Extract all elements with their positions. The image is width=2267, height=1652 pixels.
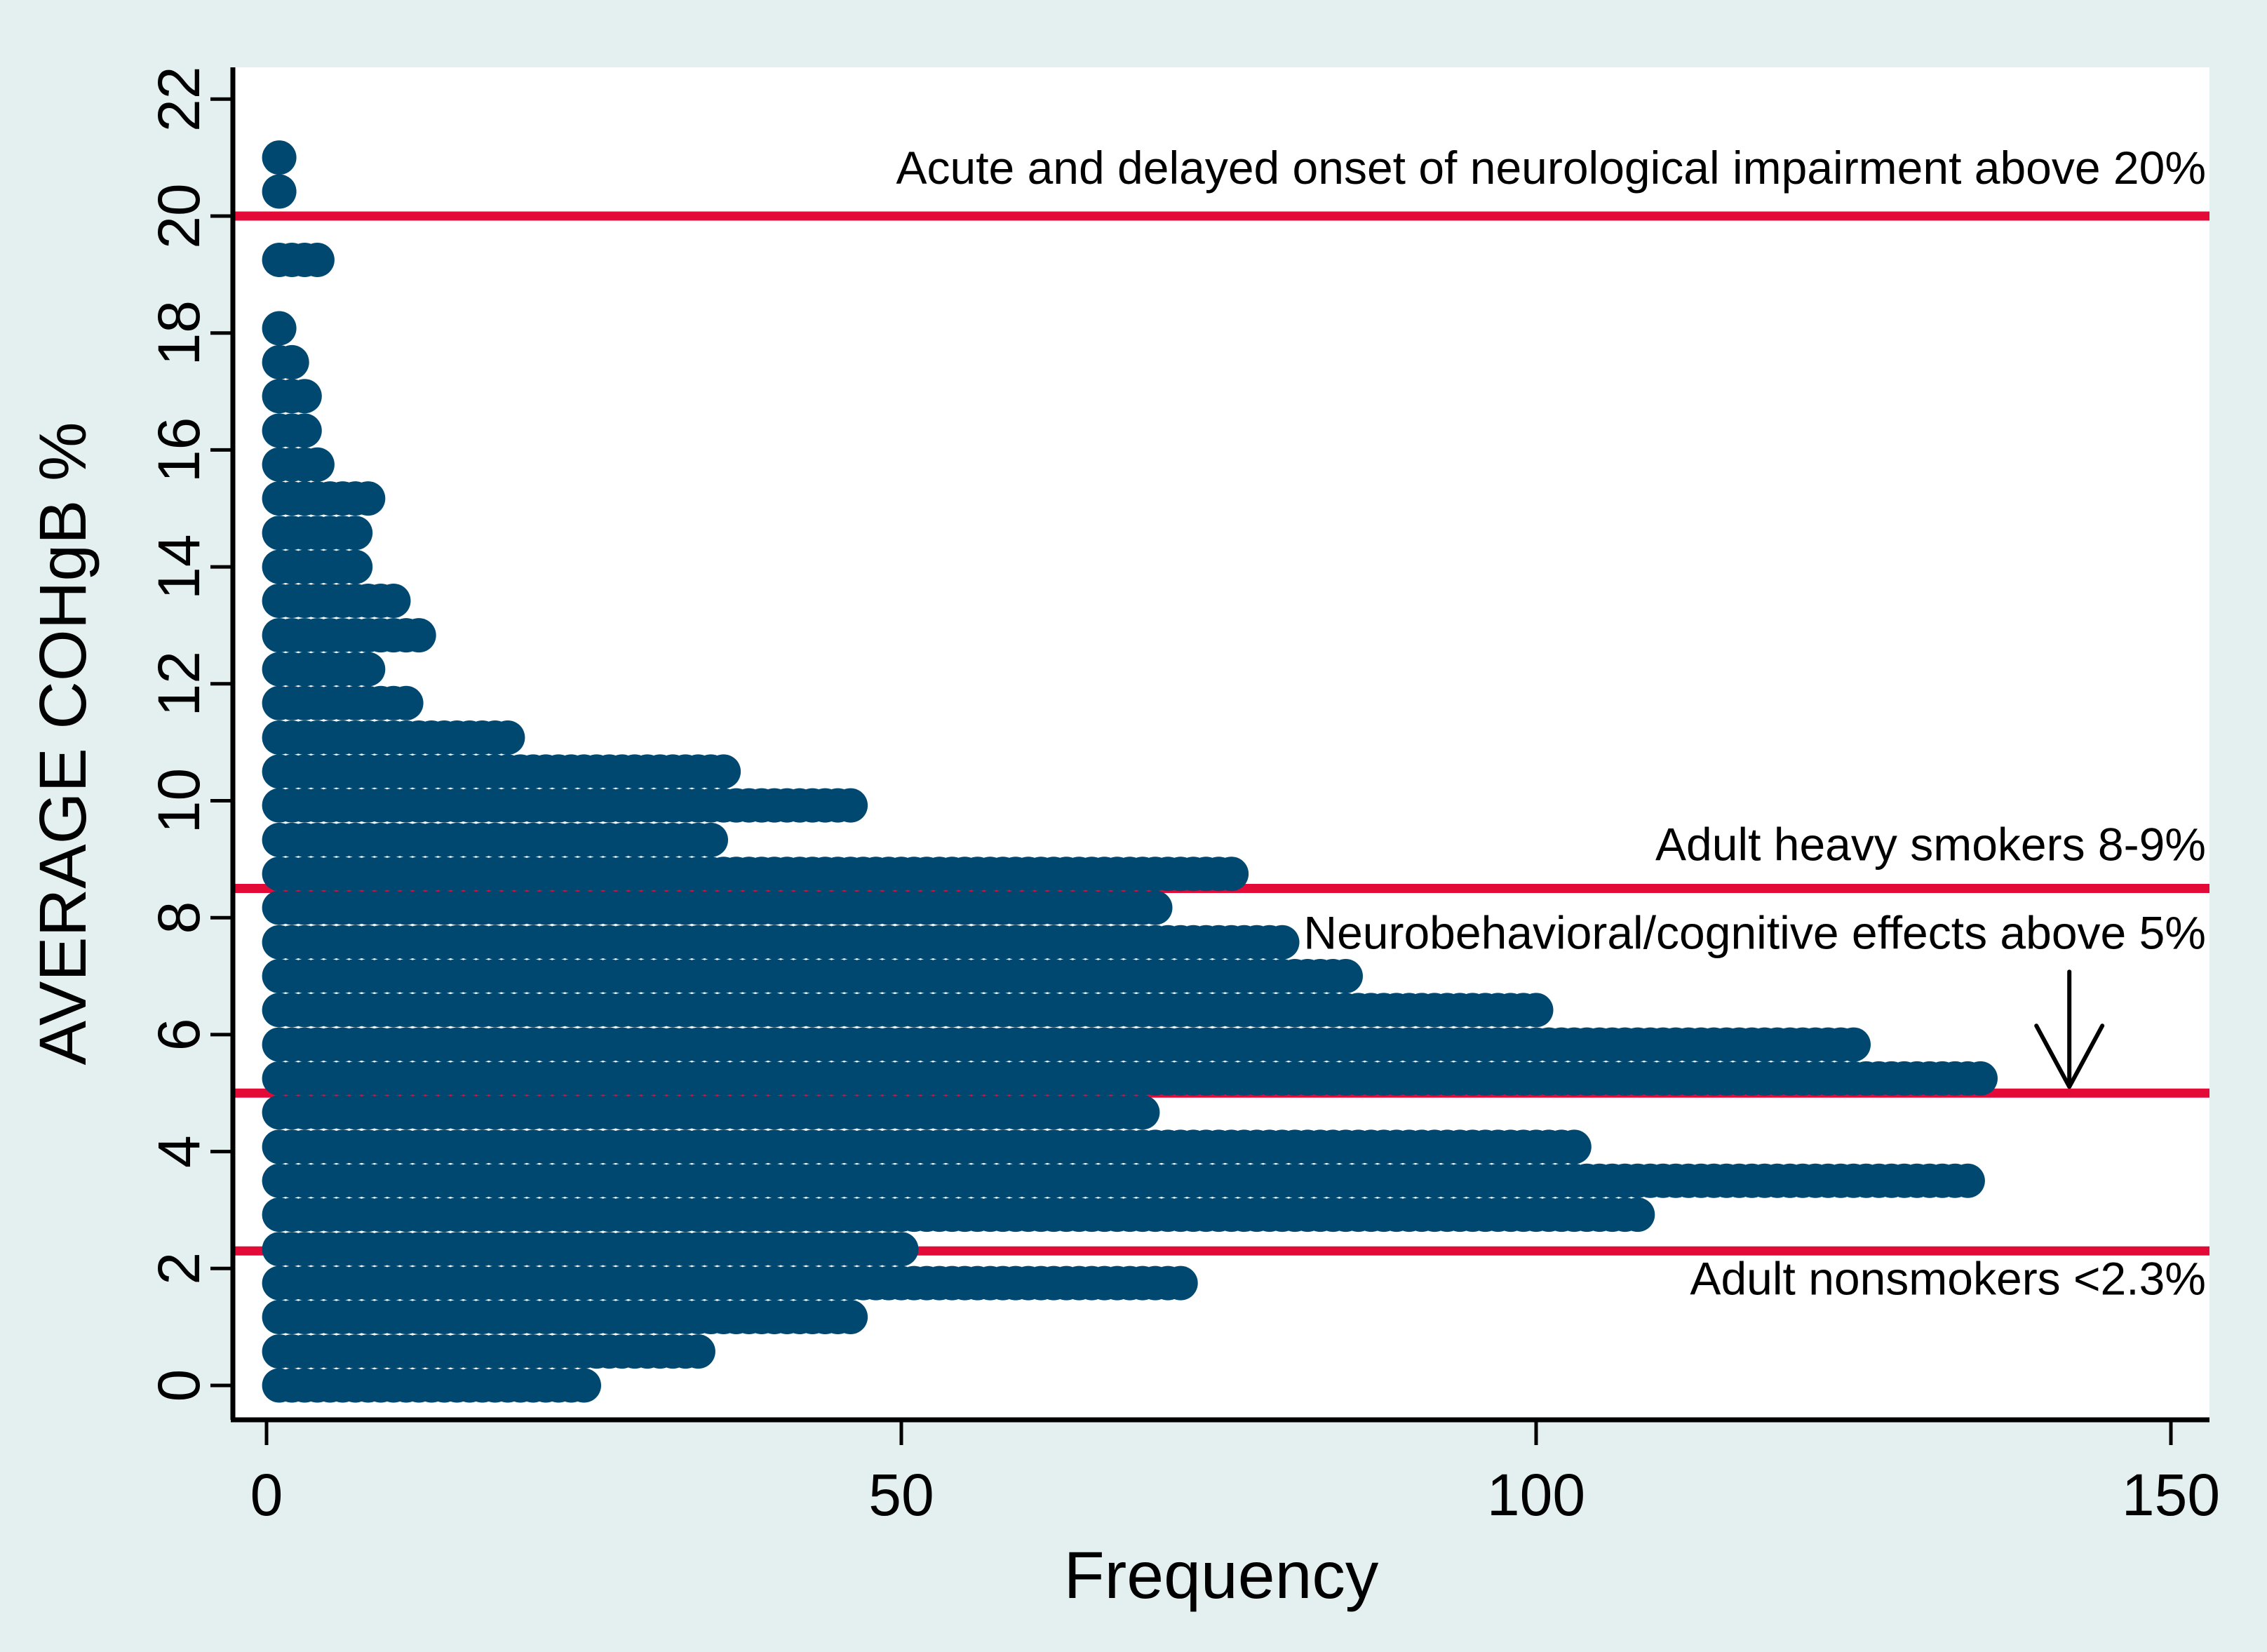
y-tick-label: 20 xyxy=(146,183,212,248)
dot-row xyxy=(262,788,868,823)
data-dot xyxy=(351,481,386,516)
dot-row xyxy=(262,959,1363,994)
y-tick-label: 22 xyxy=(146,67,212,132)
dot-row xyxy=(262,1061,1998,1096)
data-dot xyxy=(1265,925,1300,960)
data-dot xyxy=(262,174,297,209)
data-dot xyxy=(694,822,728,857)
y-tick-label: 16 xyxy=(146,417,212,483)
x-tick-label: 100 xyxy=(1487,1462,1585,1528)
data-dot xyxy=(1328,959,1363,994)
data-dot xyxy=(401,618,436,653)
data-dot xyxy=(1963,1061,1998,1096)
data-dot xyxy=(490,720,525,755)
dot-row xyxy=(262,583,411,618)
data-dot xyxy=(300,447,335,482)
dot-row xyxy=(262,1027,1871,1062)
dot-row xyxy=(262,1368,601,1403)
reference-line-label: Adult heavy smokers 8-9% xyxy=(1655,819,2206,871)
dot-row xyxy=(262,481,386,516)
data-dot xyxy=(300,243,335,278)
x-tick-label: 0 xyxy=(250,1462,283,1528)
dot-row xyxy=(262,1232,919,1267)
data-dot xyxy=(1950,1163,1985,1198)
dot-row xyxy=(262,516,373,551)
data-dot xyxy=(262,140,297,175)
dot-row xyxy=(262,549,373,584)
x-tick-label: 50 xyxy=(868,1462,934,1528)
dot-row xyxy=(262,140,297,175)
dot-row xyxy=(262,447,335,482)
dot-row xyxy=(262,1299,868,1334)
dot-row xyxy=(262,174,297,209)
x-tick-label: 150 xyxy=(2122,1462,2220,1528)
data-dot xyxy=(706,754,741,789)
dot-row xyxy=(262,379,322,414)
dot-row xyxy=(262,685,424,720)
dot-rows-layer xyxy=(262,140,1998,1403)
y-tick-label: 12 xyxy=(146,651,212,716)
dot-row xyxy=(262,925,1300,960)
data-dot xyxy=(376,583,411,618)
dot-row xyxy=(262,720,525,755)
data-dot xyxy=(1125,1095,1160,1130)
data-dot xyxy=(1556,1129,1592,1164)
y-tick-label: 0 xyxy=(146,1369,212,1402)
dot-row xyxy=(262,413,322,448)
down-arrow-head-icon xyxy=(2034,1023,2105,1089)
data-dot xyxy=(262,311,297,346)
data-dot xyxy=(1138,890,1173,925)
data-dot xyxy=(833,788,868,823)
reference-line-label: Acute and delayed onset of neurological … xyxy=(896,142,2206,194)
data-dot xyxy=(1163,1265,1198,1301)
dot-row xyxy=(262,311,297,346)
data-dot xyxy=(567,1368,601,1403)
dot-row xyxy=(262,652,386,687)
dot-row xyxy=(262,1197,1655,1233)
dot-row xyxy=(262,243,335,278)
data-dot xyxy=(680,1334,715,1369)
dot-row xyxy=(262,822,728,857)
data-dot xyxy=(1519,993,1554,1028)
data-dot xyxy=(1620,1197,1655,1233)
y-tick-label: 2 xyxy=(146,1252,212,1285)
dot-row xyxy=(262,1095,1160,1130)
data-dot xyxy=(1214,857,1249,892)
data-dot xyxy=(338,549,373,584)
dot-row xyxy=(262,754,741,789)
dot-row xyxy=(262,1334,715,1369)
annotations-layer: Acute and delayed onset of neurological … xyxy=(896,142,2206,1304)
data-dot xyxy=(287,379,322,414)
axes-layer: 0 2 4 6 8 10 12 14 16 18 20 22 0 50 100 150 Frequency AVE… xyxy=(26,67,2220,1613)
dot-row xyxy=(262,618,436,653)
dot-row xyxy=(262,1265,1198,1301)
y-axis-title: AVERAGE COHgB % xyxy=(26,422,100,1066)
reference-line-label: Adult nonsmokers <2.3% xyxy=(1690,1252,2206,1304)
dot-row xyxy=(262,344,309,380)
y-tick-label: 14 xyxy=(146,534,212,599)
y-tick-label: 8 xyxy=(146,901,212,934)
dot-row xyxy=(262,1163,1985,1198)
dot-row xyxy=(262,1129,1592,1164)
data-dot xyxy=(389,685,424,720)
data-dot xyxy=(338,516,373,551)
x-axis-title: Frequency xyxy=(1064,1538,1379,1613)
y-tick-label: 10 xyxy=(146,768,212,833)
data-dot xyxy=(1836,1027,1871,1062)
data-dot xyxy=(833,1299,868,1334)
dot-row xyxy=(262,993,1554,1028)
dot-row xyxy=(262,890,1173,925)
data-dot xyxy=(274,344,309,380)
data-dot xyxy=(351,652,386,687)
y-tick-label: 4 xyxy=(146,1135,212,1168)
reference-line-label: Neurobehavioral/cognitive effects above … xyxy=(1303,906,2206,958)
data-dot xyxy=(287,413,322,448)
data-dot xyxy=(884,1232,919,1267)
y-tick-label: 6 xyxy=(146,1019,212,1052)
dot-row xyxy=(262,857,1249,892)
y-tick-label: 18 xyxy=(146,300,212,365)
